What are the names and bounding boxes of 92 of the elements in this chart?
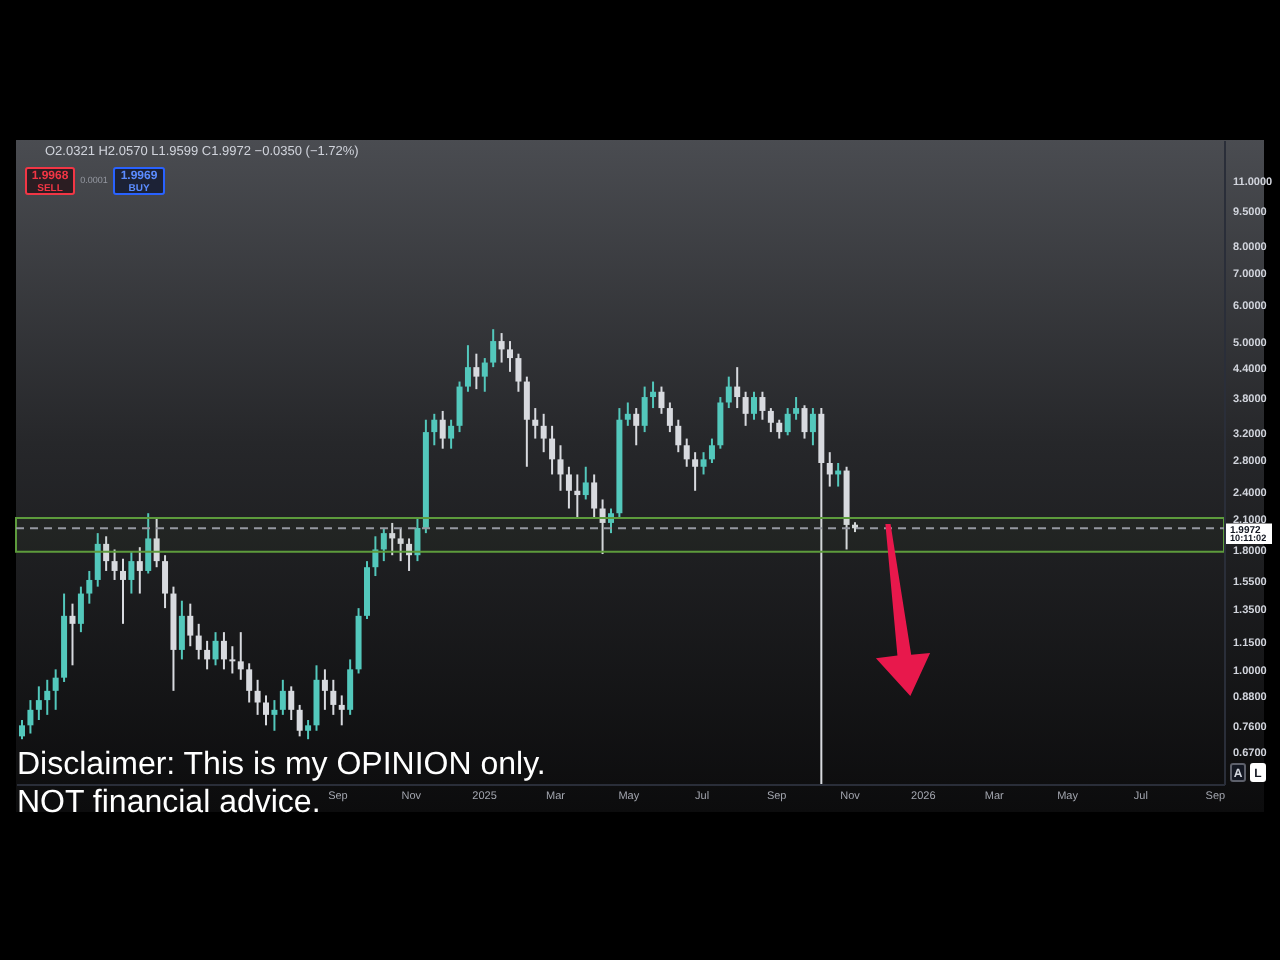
candlestick bbox=[641, 385, 648, 434]
annotation: Disclaimer: This is my OPINION only. bbox=[17, 748, 546, 782]
candlestick bbox=[658, 385, 665, 415]
candlestick bbox=[456, 380, 463, 434]
candlestick bbox=[313, 664, 320, 732]
candlestick bbox=[111, 548, 118, 581]
candlestick bbox=[119, 557, 126, 625]
text: NOT financial advice. bbox=[17, 786, 321, 820]
candlestick bbox=[801, 404, 808, 440]
candlestick bbox=[220, 631, 227, 671]
candlestick bbox=[212, 631, 219, 667]
candlestick bbox=[94, 532, 101, 588]
candlestick bbox=[145, 512, 152, 575]
candlestick bbox=[759, 390, 766, 421]
candlestick bbox=[683, 437, 690, 468]
candlestick bbox=[330, 678, 337, 716]
candlestick bbox=[77, 585, 84, 634]
candlestick bbox=[532, 407, 539, 440]
candlestick bbox=[549, 424, 556, 476]
candlestick bbox=[742, 390, 749, 427]
candlestick bbox=[591, 473, 598, 520]
candlestick bbox=[507, 340, 514, 373]
candlestick bbox=[380, 526, 387, 563]
candlestick bbox=[397, 526, 404, 563]
candlestick bbox=[389, 521, 396, 557]
candlestick bbox=[321, 668, 328, 711]
candlestick bbox=[809, 407, 816, 447]
candlestick bbox=[582, 465, 589, 501]
candlestick bbox=[19, 719, 26, 741]
candlestick bbox=[237, 631, 244, 681]
candlestick bbox=[162, 554, 169, 610]
candlestick bbox=[708, 437, 715, 465]
candlestick bbox=[136, 546, 143, 595]
candlestick bbox=[734, 366, 741, 410]
candlestick bbox=[607, 507, 614, 535]
candlestick bbox=[305, 719, 312, 741]
candlestick bbox=[557, 444, 564, 492]
candlestick bbox=[574, 473, 581, 520]
candlestick bbox=[204, 639, 211, 671]
candlestick bbox=[246, 662, 253, 704]
candlestick bbox=[490, 328, 497, 369]
candlestick bbox=[187, 602, 194, 648]
candlestick bbox=[27, 699, 34, 735]
candlestick bbox=[751, 390, 758, 421]
candlestick bbox=[515, 352, 522, 393]
candlestick bbox=[784, 407, 791, 437]
candlestick bbox=[473, 352, 480, 391]
candlestick bbox=[254, 678, 261, 716]
candlestick bbox=[650, 380, 657, 410]
candlestick bbox=[599, 498, 606, 556]
candlestick bbox=[195, 622, 202, 661]
candlestick bbox=[481, 357, 488, 393]
candlestick bbox=[826, 451, 833, 488]
candlestick bbox=[700, 451, 707, 476]
candlestick bbox=[633, 407, 640, 447]
candlestick bbox=[372, 535, 379, 578]
candlestick bbox=[793, 396, 800, 421]
candlestick bbox=[675, 418, 682, 454]
candlestick bbox=[406, 537, 413, 572]
candlestick bbox=[103, 535, 110, 572]
candlestick bbox=[666, 401, 673, 434]
candlestick bbox=[338, 694, 345, 727]
candlestick bbox=[271, 699, 278, 732]
candlestick bbox=[565, 465, 572, 510]
candlestick bbox=[69, 602, 76, 667]
candlestick bbox=[229, 645, 236, 675]
candlestick bbox=[288, 685, 295, 722]
candlestick bbox=[448, 418, 455, 450]
candlestick bbox=[347, 658, 354, 716]
candlestick bbox=[263, 694, 270, 727]
candlestick bbox=[153, 517, 160, 569]
candlestick bbox=[52, 668, 59, 711]
candlestick bbox=[523, 375, 530, 468]
candlestick bbox=[44, 678, 51, 716]
candlestick bbox=[296, 703, 303, 738]
candlestick bbox=[128, 550, 135, 595]
candlestick bbox=[540, 412, 547, 454]
candlestick bbox=[717, 396, 724, 450]
candlestick bbox=[464, 344, 471, 393]
candlestick bbox=[178, 599, 185, 661]
candlestick bbox=[279, 678, 286, 716]
candlestick bbox=[35, 685, 42, 722]
candlestick bbox=[414, 517, 421, 563]
candlestick bbox=[498, 332, 505, 364]
candlestick bbox=[431, 412, 438, 447]
candlestick bbox=[767, 407, 774, 434]
candlestick bbox=[692, 451, 699, 492]
candlestick bbox=[439, 409, 446, 450]
candlestick bbox=[624, 401, 631, 427]
candlestick bbox=[776, 418, 783, 440]
candlestick bbox=[86, 569, 93, 605]
candlestick bbox=[725, 375, 732, 410]
